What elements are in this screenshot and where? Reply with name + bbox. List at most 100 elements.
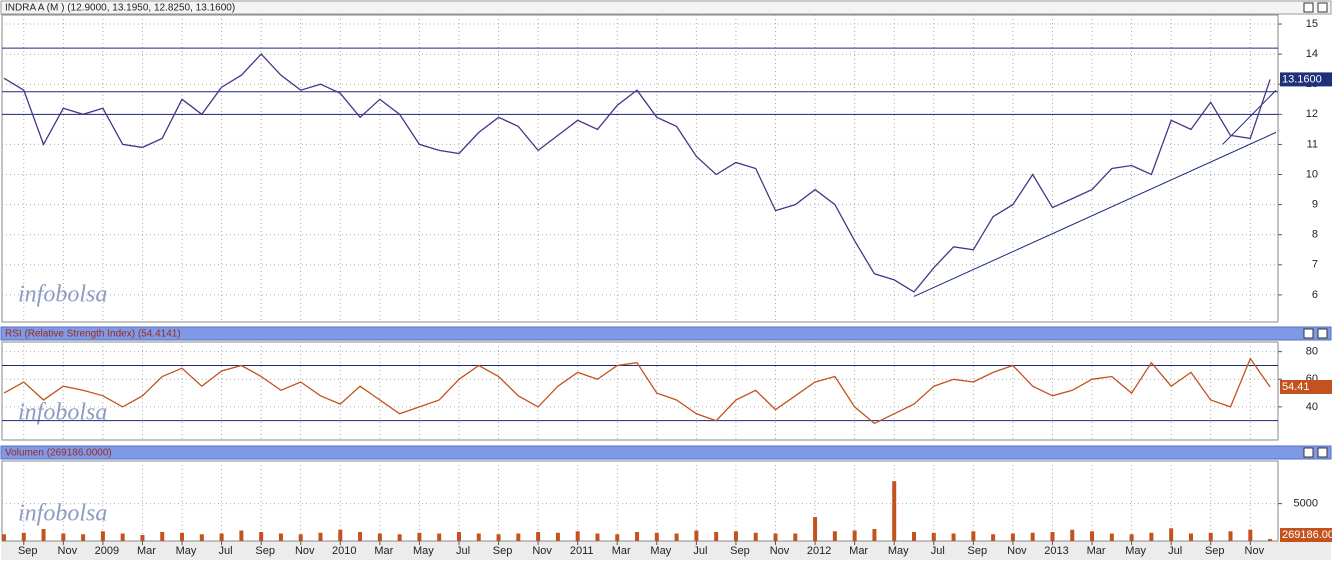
- x-tick-label: Nov: [58, 545, 78, 557]
- series-line: [3, 53, 1271, 293]
- y-tick-label: 5000: [1294, 498, 1318, 510]
- x-tick-label: 2009: [95, 545, 119, 557]
- volume-bar: [21, 532, 26, 541]
- panel-title: RSI (Relative Strength Index) (54.4141): [5, 329, 181, 340]
- volume-bar: [1050, 532, 1055, 541]
- y-tick-label: 15: [1306, 18, 1318, 30]
- volume-bar: [140, 535, 145, 541]
- volume-bar: [1169, 528, 1174, 541]
- volume-bar: [1, 534, 6, 541]
- panel-header: [0, 0, 1332, 15]
- window-buttons[interactable]: [1303, 2, 1328, 458]
- panel-title: Volumen (269186.0000): [5, 448, 112, 459]
- volume-bar: [476, 533, 481, 541]
- volume-bar: [575, 531, 580, 541]
- volume-bar: [1248, 529, 1253, 541]
- last-value-box: [1280, 379, 1332, 394]
- x-tick-label: May: [413, 545, 434, 557]
- panel-header: [0, 445, 1332, 460]
- x-tick-label: Mar: [137, 545, 156, 557]
- last-value-box: [1280, 72, 1332, 87]
- x-tick-label: Jul: [931, 545, 945, 557]
- y-tick-label: 6: [1312, 289, 1318, 301]
- volume-bar: [555, 532, 560, 541]
- volume-bar: [1268, 538, 1273, 541]
- x-tick-label: Nov: [1245, 545, 1265, 557]
- x-tick-label: Nov: [1007, 545, 1027, 557]
- volume-bar: [1208, 532, 1213, 541]
- y-tick-label: 9: [1312, 199, 1318, 211]
- x-tick-label: 2013: [1044, 545, 1068, 557]
- last-value-label: 13.1600: [1282, 73, 1322, 85]
- volume-bar: [120, 533, 125, 541]
- volume-bar: [1129, 534, 1134, 541]
- volume-bar: [714, 532, 719, 541]
- volume-bar: [951, 533, 956, 541]
- volume-bar: [892, 481, 897, 541]
- volume-bar: [1228, 531, 1233, 541]
- volume-bar: [358, 532, 363, 541]
- volume-bar: [1090, 531, 1095, 541]
- x-tick-label: 2011: [570, 545, 594, 557]
- volume-bar: [239, 530, 244, 541]
- x-tick-label: Nov: [770, 545, 790, 557]
- volume-bar: [397, 534, 402, 541]
- y-tick-label: 80: [1306, 346, 1318, 358]
- x-tick-label: Mar: [374, 545, 393, 557]
- volume-bar: [1070, 529, 1075, 541]
- x-tick-label: May: [650, 545, 671, 557]
- volume-bar: [1030, 532, 1035, 541]
- volume-bar: [971, 531, 976, 541]
- volume-bar: [377, 533, 382, 541]
- y-tick-label: 40: [1306, 401, 1318, 413]
- volume-bar: [1010, 533, 1015, 541]
- y-tick-label: 14: [1306, 48, 1318, 60]
- volume-bar: [813, 517, 818, 541]
- last-value-box: [1280, 528, 1332, 542]
- x-tick-label: Nov: [532, 545, 552, 557]
- x-tick-label: May: [176, 545, 197, 557]
- x-tick-label: Sep: [493, 545, 513, 557]
- x-tick-label: Jul: [693, 545, 707, 557]
- volume-bar: [61, 533, 66, 541]
- volume-bar: [516, 533, 521, 541]
- volume-bar: [991, 534, 996, 541]
- x-tick-label: May: [888, 545, 909, 557]
- last-value-label: 54.41: [1282, 381, 1310, 393]
- volume-bar: [1188, 533, 1193, 541]
- x-tick-label: Jul: [456, 545, 470, 557]
- x-tick-label: Jul: [219, 545, 233, 557]
- series-line: [3, 357, 1271, 425]
- volume-bar: [496, 534, 501, 541]
- x-tick-label: Sep: [968, 545, 988, 557]
- volume-bar: [694, 530, 699, 541]
- y-tick-label: 12: [1306, 108, 1318, 120]
- volume-bar: [911, 532, 916, 541]
- volume-bar: [278, 533, 283, 541]
- volume-bar: [417, 532, 422, 541]
- y-tick-label: 11: [1307, 138, 1318, 150]
- x-tick-label: Mar: [849, 545, 868, 557]
- volume-bar: [654, 532, 659, 541]
- y-tick-label: 8: [1312, 229, 1318, 241]
- x-tick-label: 2010: [332, 545, 356, 557]
- volume-bar: [753, 532, 758, 541]
- volume-bar: [41, 529, 46, 541]
- volume-bar: [1109, 533, 1114, 541]
- volume-bar: [199, 534, 204, 541]
- volume-bar: [338, 529, 343, 541]
- volume-bar: [298, 534, 303, 541]
- plot-frame: [1, 341, 1279, 441]
- x-tick-label: May: [1125, 545, 1146, 557]
- volume-bar: [219, 533, 224, 541]
- volume-bar: [615, 534, 620, 541]
- x-tick-label: Jul: [1168, 545, 1182, 557]
- x-tick-label: Nov: [295, 545, 315, 557]
- watermark: infobolsa: [18, 400, 107, 426]
- volume-bar: [674, 533, 679, 541]
- last-value-label: 269186.00: [1282, 529, 1332, 541]
- volume-bar: [1149, 532, 1154, 541]
- panel-header: [0, 326, 1332, 341]
